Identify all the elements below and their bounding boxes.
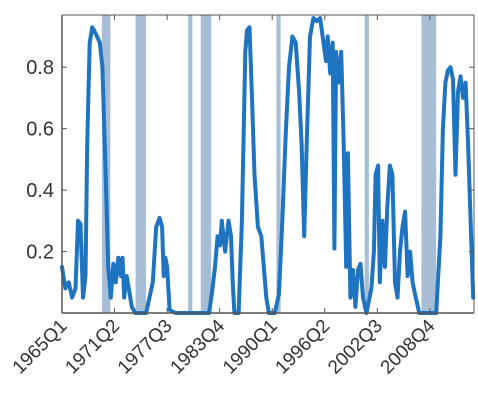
x-tick-label: 1965Q1 [9,316,72,379]
shaded-period [188,15,193,313]
shaded-period [364,15,369,313]
x-tick-label: 1996Q2 [272,316,335,379]
shaded-period [135,15,147,313]
x-tick-label: 1971Q2 [61,316,124,379]
shaded-period [200,15,212,313]
x-tick-label: 1990Q1 [219,316,282,379]
shaded-period [276,15,281,313]
x-tick-label: 1977Q3 [114,316,177,379]
y-tick-label: 0.8 [26,57,54,79]
series-layer [60,16,476,315]
x-tick-label: 2002Q3 [324,316,387,379]
axes [61,14,475,314]
y-tick-label: 0.4 [26,180,54,202]
y-tick-label: 0.2 [26,242,54,264]
x-tick-label: 1983Q4 [167,315,230,378]
x-tick-label: 2008Q4 [377,315,440,378]
y-tick-label: 0.6 [26,119,54,141]
series-line [60,16,476,315]
shaded-period [421,15,437,313]
